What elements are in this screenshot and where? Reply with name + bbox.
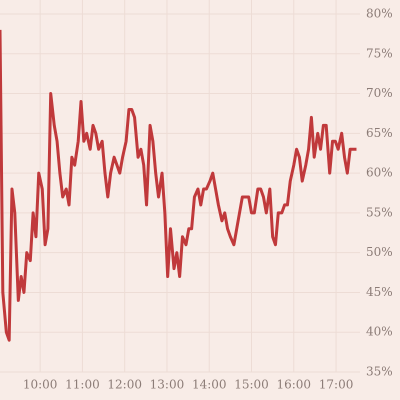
x-tick-label: 17:00	[319, 378, 354, 392]
y-tick-label: 45%	[366, 285, 393, 299]
y-tick-label: 70%	[366, 86, 393, 100]
series-line	[0, 29, 357, 342]
x-tick-label: 14:00	[192, 378, 227, 392]
y-tick-label: 40%	[366, 325, 393, 339]
x-tick-label: 12:00	[107, 378, 142, 392]
x-tick-label: 15:00	[234, 378, 269, 392]
y-tick-label: 65%	[366, 126, 393, 140]
x-tick-label: 13:00	[150, 378, 185, 392]
x-tick-label: 10:00	[23, 378, 58, 392]
y-tick-label: 80%	[366, 7, 393, 21]
y-tick-label: 55%	[366, 205, 393, 219]
y-tick-label: 75%	[366, 46, 393, 60]
x-tick-label: 16:00	[276, 378, 311, 392]
y-tick-label: 60%	[366, 166, 393, 180]
x-tick-label: 11:00	[65, 378, 100, 392]
y-tick-label: 50%	[366, 245, 393, 259]
y-tick-label: 35%	[366, 365, 393, 379]
